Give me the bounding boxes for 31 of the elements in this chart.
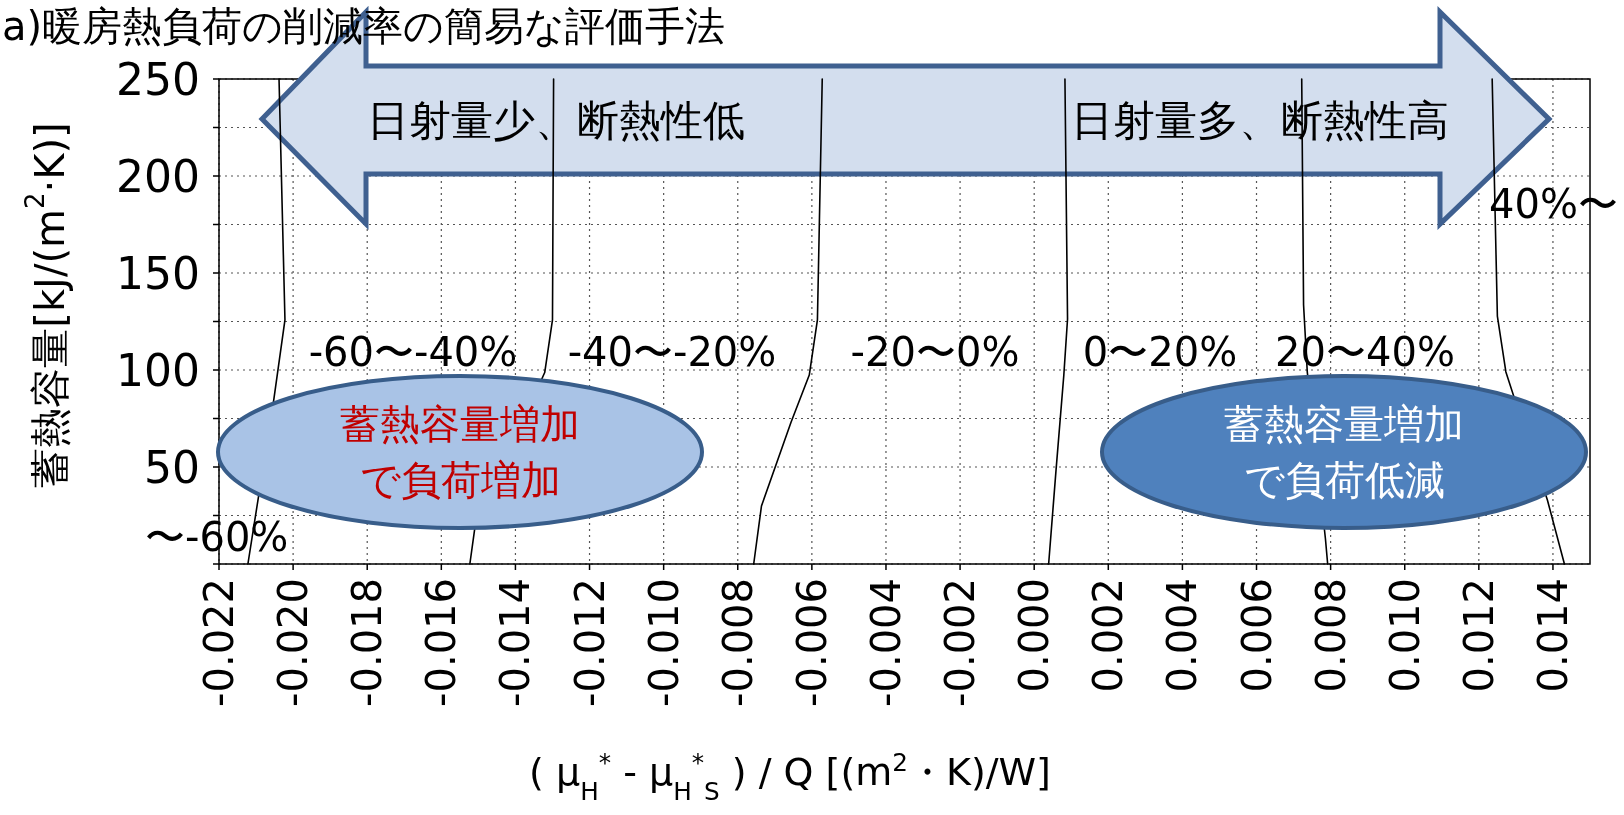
annotation: 蓄熱容量増加で負荷低減 — [1224, 401, 1464, 503]
x-tick-label: 0.012 — [1455, 578, 1502, 693]
y-tick-label: 200 — [116, 150, 200, 202]
x-tick-label: 0.006 — [1233, 578, 1280, 693]
x-tick-label: 0.002 — [1085, 578, 1132, 693]
x-tick-label: -0.020 — [270, 578, 317, 707]
annotation: 0〜20% — [1082, 329, 1238, 375]
y-tick-label: 50 — [144, 441, 200, 493]
annotation: -40〜-20% — [567, 329, 777, 375]
annotation: 日射量少、断熱性低 — [367, 95, 745, 145]
x-tick-label: -0.022 — [196, 578, 242, 707]
x-tick-label: -0.010 — [640, 578, 687, 707]
x-tick-label: 0.014 — [1529, 578, 1576, 693]
x-tick-label: -0.016 — [418, 578, 465, 707]
x-tick-label: -0.004 — [862, 578, 909, 707]
x-tick-label: 0.000 — [1011, 578, 1058, 693]
x-tick-label: -0.018 — [344, 578, 391, 707]
x-tick-label: -0.014 — [492, 578, 539, 707]
x-tick-label: 0.004 — [1159, 578, 1206, 693]
x-tick-label: -0.002 — [937, 578, 984, 707]
x-tick-label: -0.012 — [566, 578, 613, 707]
x-tick-label: 0.008 — [1307, 578, 1354, 693]
y-tick-label: 250 — [116, 53, 200, 105]
x-tick-label: -0.006 — [788, 578, 835, 707]
x-tick-label: -0.008 — [714, 578, 761, 707]
y-tick-label: 100 — [116, 344, 200, 396]
annotation: 蓄熱容量増加で負荷増加 — [340, 401, 580, 503]
annotation: -60〜-40% — [308, 329, 518, 375]
y-tick-label: 150 — [116, 247, 200, 299]
annotation: -20〜0% — [850, 329, 1020, 375]
x-tick-label: 0.010 — [1381, 578, 1428, 693]
